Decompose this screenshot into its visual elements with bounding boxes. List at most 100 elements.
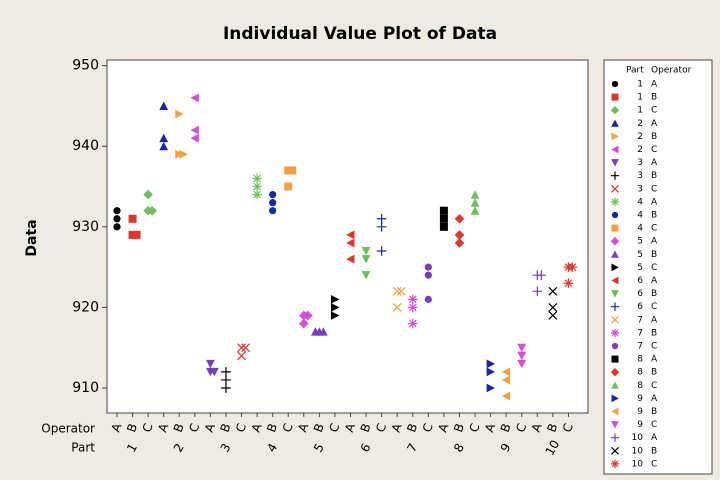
marker: [159, 101, 169, 110]
legend-operator: C: [651, 342, 657, 352]
marker: [190, 93, 199, 103]
marker: [330, 303, 340, 312]
legend-part: 8: [637, 381, 643, 391]
marker: [501, 367, 511, 377]
legend-part: 4: [637, 197, 643, 207]
marker: [611, 407, 619, 416]
marker: [346, 238, 355, 248]
marker: [392, 302, 402, 312]
legend-operator: C: [651, 459, 657, 469]
marker: [611, 394, 619, 403]
legend-operator: A: [651, 119, 658, 129]
legend-operator: C: [651, 184, 657, 194]
legend-operator: B: [651, 132, 657, 142]
marker: [407, 294, 418, 305]
marker: [610, 433, 620, 442]
y-tick-label: 930: [72, 219, 99, 235]
chart-title: Individual Value Plot of Data: [223, 24, 497, 44]
legend-part: 3: [637, 158, 643, 168]
marker: [237, 343, 246, 353]
y-tick-label: 940: [72, 138, 99, 154]
legend-operator: C: [651, 106, 657, 116]
marker: [439, 222, 448, 231]
legend-title: Part: [626, 66, 644, 76]
legend-part: 5: [637, 237, 643, 247]
marker: [346, 230, 355, 240]
legend-operator: C: [651, 263, 657, 273]
marker: [396, 286, 406, 296]
marker: [517, 359, 527, 369]
marker: [611, 421, 619, 429]
legend-title: Operator: [651, 66, 692, 76]
legend-part: 7: [637, 342, 643, 352]
marker: [143, 189, 153, 200]
marker: [318, 327, 328, 336]
legend-part: 8: [637, 355, 643, 365]
legend-part: 5: [637, 263, 643, 273]
marker: [532, 286, 543, 297]
marker: [610, 459, 620, 469]
marker: [439, 206, 448, 215]
marker: [610, 197, 620, 207]
marker: [159, 133, 169, 143]
marker: [611, 446, 619, 455]
legend-operator: C: [651, 224, 657, 234]
marker: [241, 343, 250, 353]
legend-operator: B: [651, 171, 657, 181]
marker: [284, 182, 293, 191]
legend-operator: B: [651, 250, 657, 260]
legend-operator: B: [651, 407, 657, 417]
marker: [376, 213, 387, 224]
y-tick-label: 950: [72, 58, 99, 74]
marker: [190, 125, 199, 135]
marker: [611, 80, 619, 88]
marker: [113, 207, 121, 215]
marker: [611, 276, 619, 285]
legend-operator: A: [651, 315, 658, 325]
marker: [611, 184, 619, 193]
marker: [548, 311, 558, 320]
marker: [486, 367, 495, 377]
legend-operator: C: [651, 420, 657, 430]
marker: [611, 132, 619, 141]
marker: [610, 302, 620, 311]
marker: [376, 222, 387, 232]
marker: [330, 294, 340, 304]
marker: [303, 310, 313, 321]
marker: [610, 106, 620, 115]
legend-part: 7: [637, 315, 643, 325]
legend-part: 1: [637, 80, 643, 90]
marker: [611, 250, 619, 258]
marker: [611, 119, 619, 127]
marker: [407, 318, 418, 329]
marker: [252, 181, 262, 192]
legend-operator: A: [651, 237, 658, 247]
marker: [113, 223, 121, 231]
marker: [611, 355, 619, 363]
marker: [611, 290, 619, 298]
marker: [611, 159, 619, 167]
legend-operator: A: [651, 197, 658, 207]
marker: [128, 214, 137, 223]
legend-part: 4: [637, 224, 643, 234]
legend-part: 2: [637, 145, 643, 155]
x-row-label: Part: [71, 441, 95, 455]
legend-part: 6: [637, 302, 643, 312]
marker: [206, 359, 215, 369]
marker: [610, 171, 620, 180]
marker: [517, 351, 527, 361]
marker: [221, 375, 231, 385]
legend-part: 2: [637, 119, 643, 129]
marker: [611, 145, 619, 154]
legend-part: 5: [637, 250, 643, 260]
marker: [113, 215, 121, 223]
legend-part: 4: [637, 211, 643, 221]
legend-part: 2: [637, 132, 643, 142]
legend-part: 3: [637, 184, 643, 194]
marker: [361, 271, 371, 280]
legend-operator: A: [651, 80, 658, 90]
y-tick-label: 910: [72, 380, 99, 396]
marker: [346, 254, 355, 264]
marker: [424, 271, 432, 279]
legend-operator: A: [651, 394, 658, 404]
